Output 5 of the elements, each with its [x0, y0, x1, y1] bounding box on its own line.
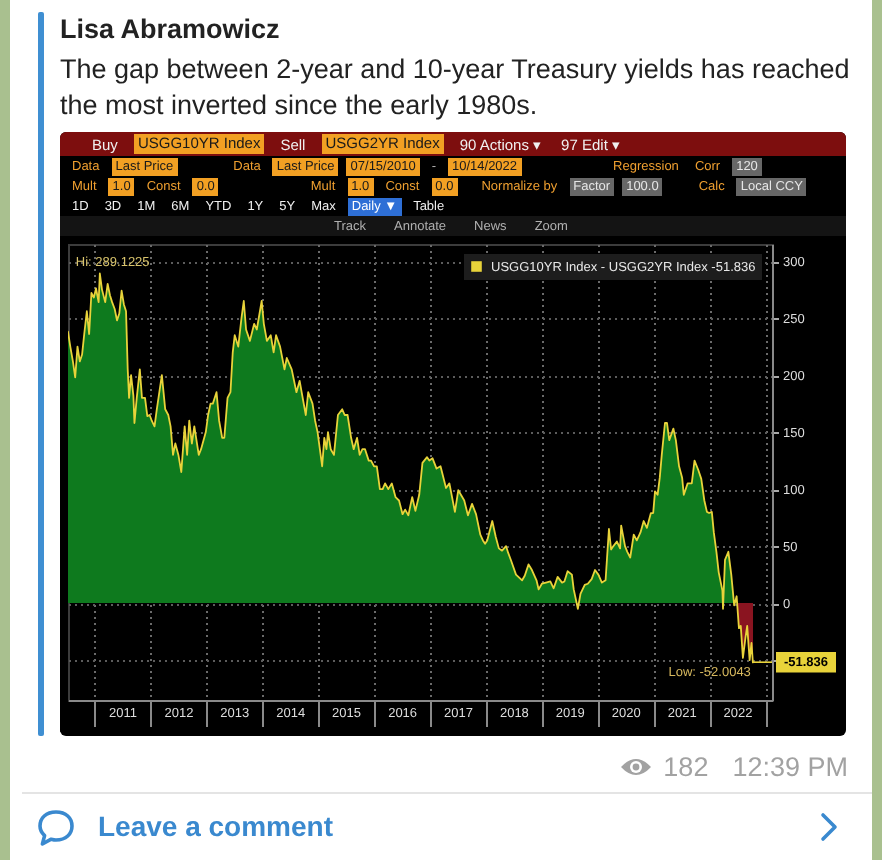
- text: Leave a comment: [98, 810, 333, 842]
- chart-title: The gap between 2-year and 10-year Treasury yields has reached the most inverted since the early 1980s.: [60, 52, 852, 124]
- chart-subtitle: Lisa Abramowicz: [60, 14, 280, 44]
- text: 12:39 PM: [732, 752, 848, 782]
- text: 182: [663, 752, 709, 782]
